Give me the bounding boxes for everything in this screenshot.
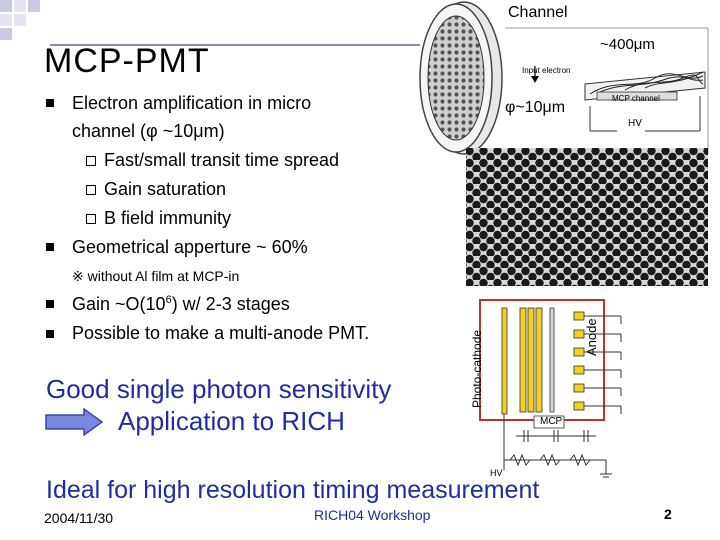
conclusion: Ideal for high resolution timing measure… [46, 476, 540, 504]
mcp-micrograph [466, 148, 708, 286]
bullet-marker [46, 99, 54, 107]
label-channel: Channel [506, 4, 570, 22]
highlight-line-1: Good single photon sensitivity [46, 374, 392, 404]
pmt-schematic [479, 299, 622, 478]
gain-sup: 6 [165, 294, 172, 306]
highlight-line-2: Application to RICH [118, 406, 345, 436]
label-anode: Anode [584, 318, 599, 356]
sub-bullet-3: B field immunity [104, 208, 232, 228]
bullet-1-line-2: channel (φ ~10μm) [72, 121, 225, 141]
decor-square [0, 0, 12, 12]
sub-bullet-marker [86, 185, 96, 195]
label-photocathode: Photo-cathode [470, 329, 484, 408]
bullet-multianode: Possible to make a multi-anode PMT. [72, 323, 370, 343]
bullet-marker [46, 243, 54, 251]
label-hv-bottom: HV [490, 468, 503, 478]
footer-event: RICH04 Workshop [314, 507, 431, 523]
bullet-marker [46, 330, 54, 338]
label-10um: φ~10μm [505, 99, 566, 116]
footer-date: 2004/11/30 [44, 510, 114, 526]
label-input-electron: Input electron [522, 66, 571, 75]
bullet-1-line-1: Electron amplification in micro [72, 93, 312, 113]
decor-square [14, 0, 26, 12]
bullet-2: Geometrical apperture ~ 60% [72, 237, 308, 257]
bullet-marker [46, 300, 54, 308]
sub-bullet-marker [86, 214, 96, 224]
sub-bullet-1: Fast/small transit time spread [104, 150, 340, 170]
gain-pre: Gain ~O(10 [72, 294, 166, 314]
decor-square [14, 14, 26, 26]
label-mcp: MCP [540, 416, 563, 427]
title-rule [50, 44, 420, 46]
gain-post: ) w/ 2-3 stages [171, 294, 290, 314]
mcp-disk-figure [419, 1, 503, 155]
page-number: 2 [664, 506, 672, 522]
decor-square [0, 28, 12, 40]
sub-bullet-marker [86, 156, 96, 166]
decor-square [0, 14, 12, 26]
arrow-right-icon [45, 408, 104, 436]
sub-bullet-2: Gain saturation [104, 179, 227, 199]
slide-title: MCP-PMT [44, 42, 210, 80]
label-hv-top: HV [628, 118, 642, 129]
note-text: ※ without Al film at MCP-in [72, 268, 240, 284]
label-mcp-channel: MCP channel [612, 94, 660, 103]
label-400um: ~400μm [600, 36, 655, 53]
mcp-channel-diagram [505, 27, 709, 154]
decor-square [28, 0, 40, 12]
bullet-gain: Gain ~O(106) w/ 2-3 stages [72, 294, 290, 315]
